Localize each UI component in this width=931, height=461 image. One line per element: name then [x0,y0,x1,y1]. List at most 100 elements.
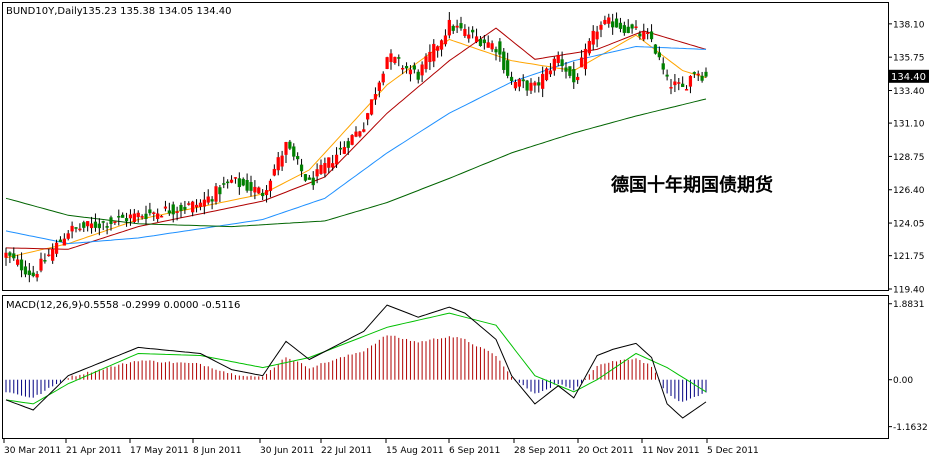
candle [179,202,183,218]
candle-body [8,252,12,256]
candle [296,152,300,165]
candle-body [148,209,152,214]
candle-body [249,182,253,191]
candle-body [74,227,78,229]
candle-body [327,157,331,168]
candle [603,15,607,26]
candle [583,43,588,76]
candle-body [451,25,455,31]
candle [642,23,646,42]
candle [198,199,203,211]
candle [436,45,440,58]
candle [587,38,591,56]
candle-body [408,69,413,75]
candle [653,44,658,55]
candle [303,173,308,182]
candle-body [19,259,24,271]
candle [509,71,514,85]
candle-body [202,199,206,207]
candle-body [350,135,354,145]
candle-body [113,221,117,223]
candle [148,202,152,216]
candle [424,53,428,73]
candle-body [31,272,35,277]
candle-body [506,60,510,76]
candle-body [214,186,218,202]
candle [93,213,98,232]
macd-header-title: MACD(12,26,9) [6,300,82,311]
candle [537,76,541,93]
candle [51,243,55,264]
candle [70,221,74,239]
candle-body [136,212,140,218]
candle-body [381,73,385,83]
candle [626,19,630,34]
candle [241,177,245,187]
candle-body [502,51,506,70]
candle [688,75,693,94]
ma-long-line [5,98,707,228]
candle-body [117,216,121,218]
macd-histogram [5,335,707,402]
candle-body [634,26,638,29]
candle [385,56,389,70]
chart-header-symbol: BUND10Y,Daily [6,6,83,17]
candle [82,220,86,232]
candle-body [194,204,199,208]
candle-body [105,226,109,228]
candle [218,184,222,203]
candle [439,39,444,57]
candle [393,56,397,65]
time-tick-label: 20 Oct 2011 [578,446,634,456]
candle-body [288,141,292,149]
candle [66,230,70,241]
candle [109,215,113,231]
candle-body [323,163,327,174]
candle-body [677,82,681,84]
candle [381,71,385,86]
candle [4,247,8,266]
candle [459,16,463,31]
candle-body [171,204,175,215]
candle-body [303,174,308,181]
candle-body [311,177,315,186]
candle [529,78,533,94]
candle [132,208,136,224]
candle-body [296,156,300,160]
candle-body [611,21,615,28]
candle-body [187,203,191,205]
candle [525,79,529,96]
candle [362,122,366,133]
candle-body [552,58,556,71]
candle-body [665,74,669,77]
macd-pane-frame [2,295,889,439]
candle-body [362,129,366,132]
candle-body [93,221,98,228]
candle [136,210,140,223]
candle [533,80,537,93]
candle [163,200,168,212]
candle-body [638,33,642,37]
candle-body [70,225,74,232]
macd-tick-label: 0.00 [893,376,913,386]
candle-body [509,76,514,81]
candle-body [669,87,673,89]
candle [416,69,420,84]
candle [229,175,234,184]
candle [54,239,59,257]
macd-tick-label: 1.8831 [893,300,925,310]
time-tick-label: 17 May 2011 [130,446,189,456]
candle-body [369,99,374,115]
candle [288,139,292,151]
candle-body [124,218,129,222]
candle [187,201,191,206]
candle-body [517,79,521,87]
candle-body [354,131,358,137]
candle [614,12,619,28]
candle-body [43,260,47,262]
candle-body [424,56,428,70]
candle-body [237,178,241,188]
candle [552,56,556,76]
price-axis: 138.10 135.75 133.40 131.10 128.75 126.40 124.… [888,20,925,296]
candle [350,134,354,146]
